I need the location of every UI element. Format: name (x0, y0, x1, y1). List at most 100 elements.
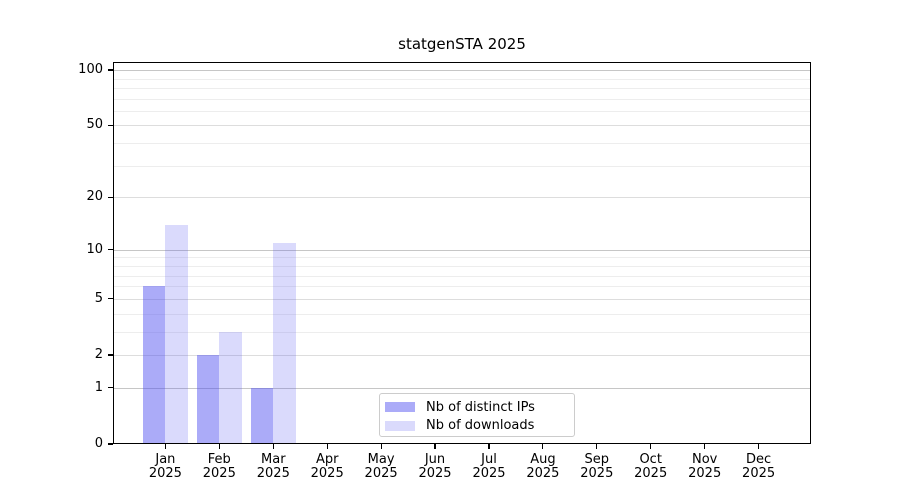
x-tick-mark (758, 444, 760, 449)
x-tick-label-may: May 2025 (345, 453, 417, 481)
y-tick-mark (108, 196, 113, 198)
y-tick-label: 5 (94, 290, 103, 306)
x-tick-label-month: Jul (481, 452, 497, 467)
x-tick-label-year: 2025 (634, 466, 668, 481)
y-tick-mark (108, 354, 113, 356)
y-tick-mark (108, 124, 113, 126)
bar-jan-distinct-ips (142, 286, 166, 444)
x-tick-label-year: 2025 (256, 466, 290, 481)
x-tick-label-nov: Nov 2025 (669, 453, 741, 481)
x-tick-label-year: 2025 (148, 466, 182, 481)
x-tick-label-month: Jan (155, 452, 176, 467)
y-gridline-minor (113, 87, 811, 89)
x-tick-label-year: 2025 (202, 466, 236, 481)
x-tick-mark (218, 444, 220, 449)
y-gridline-decade (113, 70, 811, 71)
y-tick-label: 10 (86, 241, 103, 257)
y-gridline-minor (113, 98, 811, 100)
y-gridline-minor (113, 286, 811, 288)
y-tick-mark (108, 387, 113, 389)
x-tick-label-jun: Jun 2025 (399, 453, 471, 481)
y-gridline-minor (113, 78, 811, 80)
x-tick-label-month: May (367, 452, 395, 467)
y-gridline-submajor (113, 298, 811, 300)
x-tick-label-month: Jun (424, 452, 446, 467)
x-tick-mark (434, 444, 436, 449)
x-tick-mark (326, 444, 328, 449)
x-tick-label-dec: Dec 2025 (723, 453, 795, 481)
y-tick-label: 100 (78, 62, 103, 77)
y-gridline-minor (113, 257, 811, 259)
x-tick-mark (164, 444, 167, 449)
bar-mar-distinct-ips (250, 387, 274, 444)
y-tick-label: 20 (86, 189, 103, 205)
x-tick-label-apr: Apr 2025 (291, 453, 363, 481)
x-tick-label-month: Aug (530, 452, 556, 467)
bars-layer (113, 62, 811, 444)
x-tick-label-oct: Oct 2025 (615, 453, 687, 481)
x-tick-label-year: 2025 (688, 466, 722, 481)
x-tick-label-year: 2025 (310, 466, 344, 481)
chart-title: statgenSTA 2025 (398, 35, 526, 53)
bar-mar-downloads (273, 242, 296, 444)
y-gridline-minor (113, 275, 811, 277)
y-tick-label: 1 (94, 379, 103, 395)
x-tick-label-month: Sep (584, 452, 610, 467)
y-gridline-minor (113, 110, 811, 112)
legend-row-distinct-ips: Nb of distinct IPs (385, 398, 574, 417)
x-tick-mark (488, 444, 490, 449)
y-gridline-minor (113, 331, 811, 333)
bar-feb-distinct-ips (196, 355, 220, 444)
x-tick-label-year: 2025 (742, 466, 776, 481)
y-tick-mark (108, 69, 113, 71)
x-tick-label-feb: Feb 2025 (183, 453, 255, 481)
x-tick-label-year: 2025 (418, 466, 452, 481)
x-tick-label-month: Mar (261, 452, 286, 467)
x-tick-mark (542, 444, 544, 449)
x-tick-mark (704, 444, 706, 449)
bar-jan-downloads (165, 224, 188, 444)
x-tick-label-year: 2025 (472, 466, 506, 481)
x-tick-label-month: Nov (692, 452, 718, 467)
x-tick-label-year: 2025 (364, 466, 398, 481)
x-tick-mark (650, 444, 652, 449)
x-tick-label-aug: Aug 2025 (507, 453, 579, 481)
x-tick-label-month: Feb (207, 452, 231, 467)
y-tick-label: 50 (86, 117, 103, 133)
y-tick-mark (108, 249, 113, 251)
y-gridline-minor (113, 143, 811, 145)
bar-feb-downloads (219, 331, 242, 444)
y-gridline-minor (113, 165, 811, 167)
x-tick-mark (596, 444, 598, 449)
y-tick-mark (108, 298, 113, 300)
x-tick-label-jan: Jan 2025 (129, 453, 201, 481)
x-tick-label-year: 2025 (580, 466, 614, 481)
x-tick-label-month: Oct (639, 452, 662, 467)
legend-label-downloads: Nb of downloads (426, 418, 535, 434)
gridlines-layer (113, 62, 811, 444)
x-tick-label-year: 2025 (526, 466, 560, 481)
plot-area: Nb of distinct IPs Nb of downloads (113, 62, 811, 444)
legend: Nb of distinct IPs Nb of downloads (379, 393, 575, 437)
x-tick-mark (380, 444, 382, 449)
y-gridline-minor (113, 313, 811, 315)
x-tick-mark (272, 444, 274, 449)
x-tick-label-sep: Sep 2025 (561, 453, 633, 481)
x-tick-label-month: Dec (746, 452, 772, 467)
y-gridline-submajor (113, 125, 811, 127)
y-gridline-decade (113, 249, 811, 251)
y-gridline-submajor (113, 197, 811, 199)
y-tick-mark (108, 443, 113, 445)
x-tick-label-jul: Jul 2025 (453, 453, 525, 481)
y-gridline-decade (113, 387, 811, 389)
y-tick-label: 2 (94, 347, 103, 362)
legend-swatch-distinct-ips (385, 402, 415, 413)
y-gridline-minor (113, 265, 811, 267)
x-tick-label-mar: Mar 2025 (237, 453, 309, 481)
y-gridline-submajor (113, 355, 811, 356)
legend-swatch-downloads (385, 420, 415, 431)
y-tick-label: 0 (94, 436, 103, 451)
legend-row-downloads: Nb of downloads (385, 417, 574, 436)
